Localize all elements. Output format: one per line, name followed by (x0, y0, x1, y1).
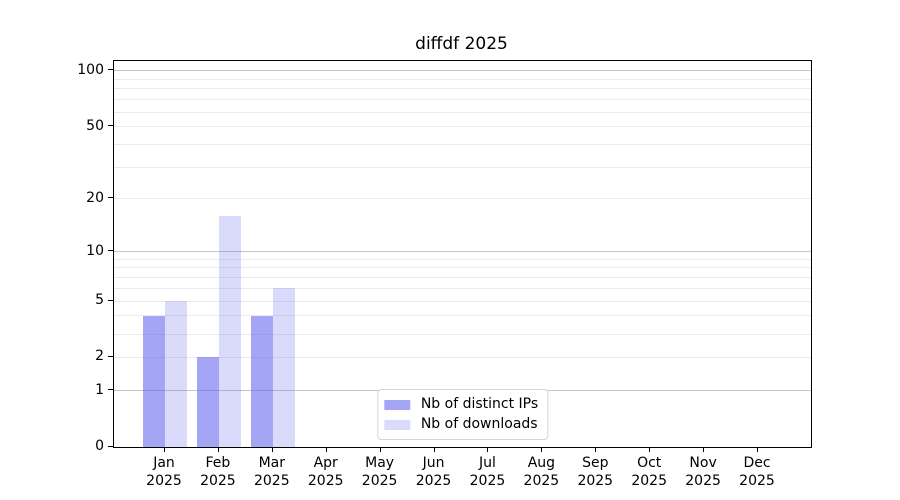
x-tick-mark (703, 447, 705, 452)
y-tick-mark (108, 250, 113, 252)
x-tick-label: Sep 2025 (577, 455, 614, 489)
x-tick-label: Mar 2025 (253, 455, 290, 489)
y-tick-mark (108, 69, 113, 71)
plot-area: Nb of distinct IPs Nb of downloads (113, 60, 812, 448)
grid-line-minor (114, 111, 811, 113)
grid-line-minor (114, 78, 811, 80)
y-tick-mark (108, 389, 113, 391)
legend: Nb of distinct IPs Nb of downloads (376, 389, 549, 440)
x-tick-mark (271, 447, 273, 452)
y-tick-label: 100 (77, 61, 104, 78)
y-tick-label: 20 (86, 189, 104, 206)
x-tick-mark (595, 447, 597, 452)
grid-line-minor (114, 198, 811, 200)
x-tick-mark (325, 447, 327, 452)
bar-distinct-ips (196, 357, 219, 447)
legend-swatch-downloads (383, 419, 410, 430)
bar-downloads (165, 301, 187, 447)
x-tick-mark (164, 447, 165, 452)
x-tick-label: Nov 2025 (685, 455, 721, 489)
x-tick-label: May 2025 (361, 455, 398, 489)
grid-line-minor (114, 99, 811, 101)
x-tick-label: Jun 2025 (415, 455, 452, 489)
x-tick-mark (433, 447, 435, 452)
y-tick-mark (108, 445, 113, 447)
x-tick-mark (487, 447, 489, 452)
x-tick-label: Jul 2025 (469, 455, 506, 489)
chart-title: diffdf 2025 (415, 34, 508, 54)
y-tick-mark (108, 197, 113, 199)
y-tick-label: 1 (95, 381, 104, 398)
grid-line-minor (114, 166, 811, 168)
x-tick-label: Dec 2025 (739, 455, 775, 489)
legend-item-downloads: Nb of downloads (383, 416, 538, 433)
x-tick-label: Oct 2025 (631, 455, 667, 489)
x-tick-label: Jan 2025 (146, 455, 182, 489)
grid-line-minor (114, 126, 811, 128)
legend-label-downloads: Nb of downloads (420, 416, 538, 432)
y-tick-label: 50 (86, 117, 104, 134)
y-tick-label: 2 (95, 348, 104, 365)
bar-downloads (218, 216, 241, 447)
legend-label-distinct-ips: Nb of distinct IPs (420, 396, 539, 412)
x-tick-label: Aug 2025 (523, 455, 560, 489)
x-tick-label: Apr 2025 (307, 455, 344, 489)
x-tick-mark (379, 447, 381, 452)
grid-line-major (114, 70, 811, 72)
y-tick-label: 0 (95, 438, 104, 454)
bar-downloads (272, 288, 295, 447)
y-tick-label: 10 (86, 242, 104, 259)
y-tick-mark (108, 355, 113, 357)
x-tick-label: Feb 2025 (200, 455, 236, 489)
legend-swatch-distinct-ips (383, 399, 410, 410)
y-tick-mark (108, 299, 113, 301)
x-tick-mark (649, 447, 651, 452)
grid-line-minor (114, 88, 811, 90)
y-tick-label: 5 (95, 292, 104, 309)
x-tick-mark (541, 447, 543, 452)
bar-distinct-ips (250, 315, 273, 447)
x-tick-mark (757, 447, 758, 452)
legend-item-distinct-ips: Nb of distinct IPs (383, 396, 539, 413)
y-tick-mark (108, 125, 113, 127)
bar-distinct-ips (143, 315, 165, 447)
x-tick-mark (217, 447, 219, 452)
grid-line-minor (114, 143, 811, 145)
